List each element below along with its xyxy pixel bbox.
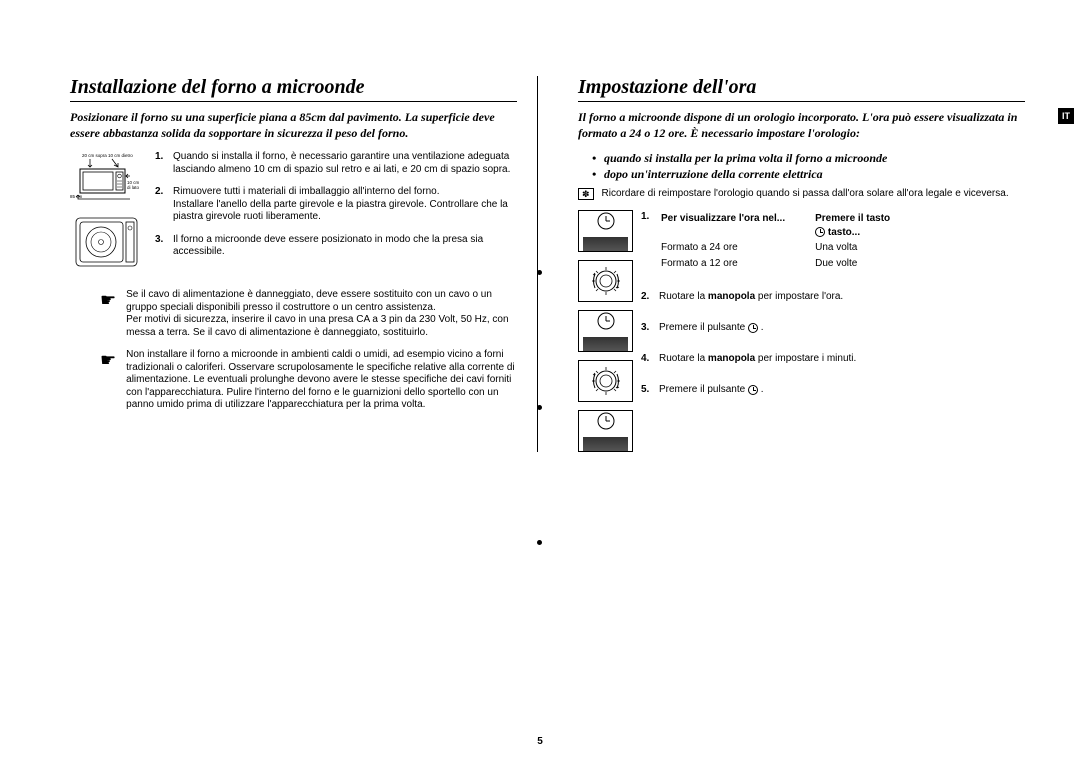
- svg-text:10 cm dietro: 10 cm dietro: [108, 153, 133, 158]
- right-title: Impostazione dell'ora: [578, 76, 1025, 102]
- note-icon: ✽: [578, 188, 594, 200]
- clock-inline-icon: [815, 227, 825, 237]
- bullet-2: dopo un'interruzione della corrente elet…: [592, 167, 1025, 183]
- warning-2: ☛ Non installare il forno a microonde in…: [100, 349, 517, 412]
- pointer-icon: ☛: [100, 349, 116, 412]
- step2-text: Rimuovere tutti i materiali di imballagg…: [173, 186, 517, 224]
- left-column: Installazione del forno a microonde Posi…: [70, 76, 538, 452]
- clock-inline-icon: [748, 323, 758, 333]
- bullet-1: quando si installa per la prima volta il…: [592, 151, 1025, 167]
- left-title: Installazione del forno a microonde: [70, 76, 517, 102]
- left-intro: Posizionare il forno su una superficie p…: [70, 110, 517, 141]
- note-row: ✽ Ricordare di reimpostare l'orologio qu…: [578, 188, 1025, 200]
- right-column: Impostazione dell'ora Il forno a microon…: [568, 76, 1025, 452]
- svg-text:20 cm sopra: 20 cm sopra: [82, 153, 107, 158]
- clock-button-icon: [578, 210, 633, 252]
- step1-text: Quando si installa il forno, è necessari…: [173, 151, 517, 176]
- clock-button-icon: [578, 310, 633, 352]
- step-icon-column: [578, 210, 633, 452]
- dial-icon: [578, 360, 633, 402]
- right-intro: Il forno a microonde dispone di un orolo…: [578, 110, 1025, 141]
- language-tab: IT: [1058, 108, 1074, 124]
- step-text-column: 1. Per visualizzare l'ora nel...Premere …: [641, 210, 1025, 452]
- svg-text:10 cmdi lato: 10 cmdi lato: [127, 180, 140, 190]
- clock-button-icon: [578, 410, 633, 452]
- step3-text: Il forno a microonde deve essere posizio…: [173, 234, 517, 259]
- install-steps-1: 20 cm sopra 10 cm dietro 10 cmdi lato 85…: [70, 151, 517, 277]
- dial-icon: [578, 260, 633, 302]
- microwave-dimensions-icon: 20 cm sopra 10 cm dietro 10 cmdi lato 85…: [70, 151, 143, 201]
- time-format-table: Per visualizzare l'ora nel...Premere il …: [659, 210, 920, 272]
- warning-1: ☛ Se il cavo di alimentazione è danneggi…: [100, 289, 517, 339]
- page-number: 5: [537, 736, 543, 747]
- clock-inline-icon: [748, 385, 758, 395]
- pointer-icon: ☛: [100, 289, 116, 339]
- turntable-icon: [70, 212, 143, 272]
- svg-text:85 cm: 85 cm: [70, 194, 83, 199]
